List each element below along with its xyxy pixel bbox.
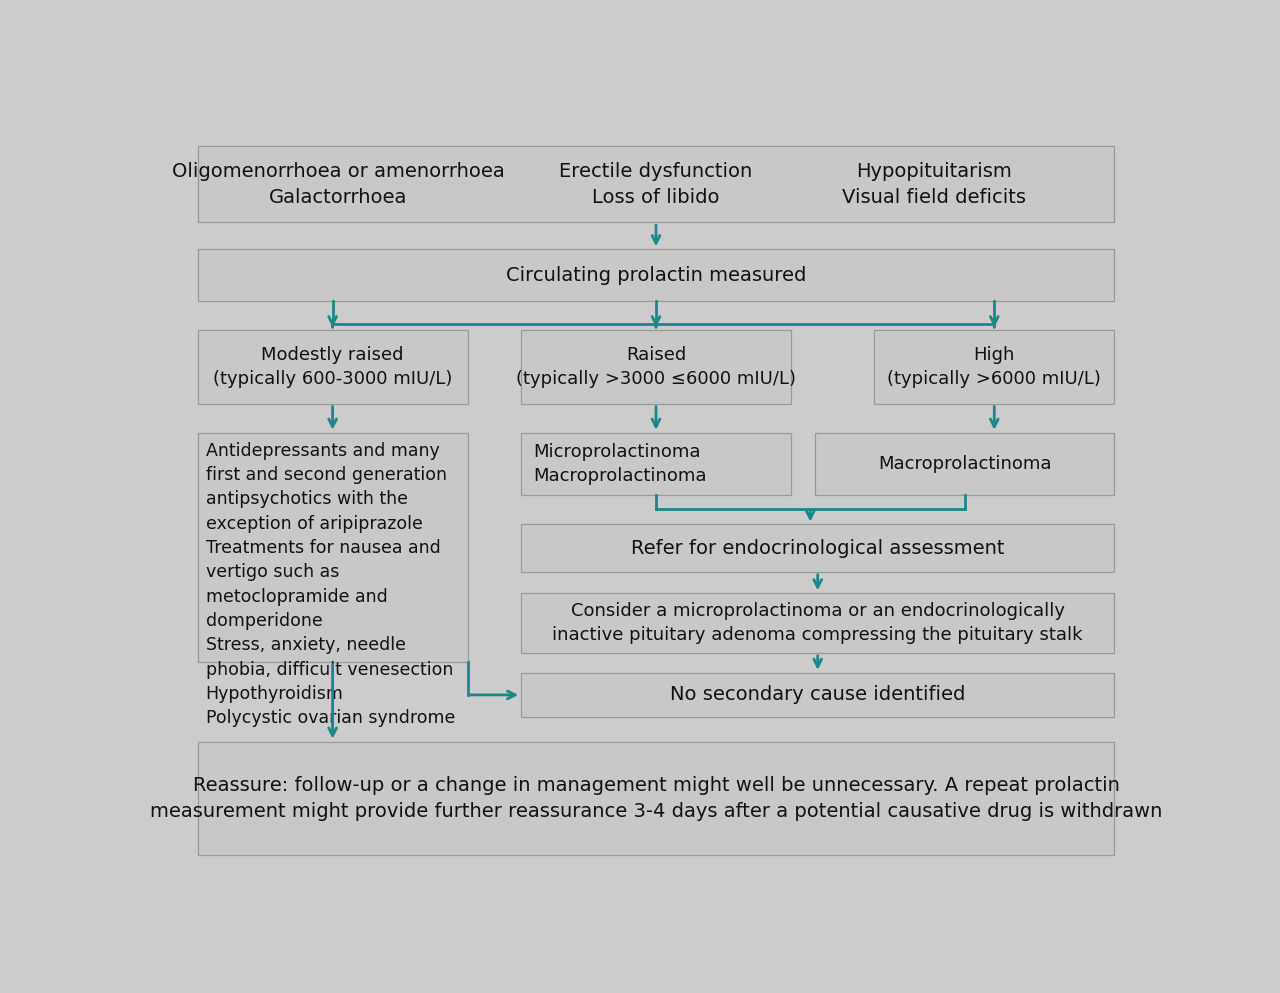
FancyBboxPatch shape: [197, 433, 467, 662]
FancyBboxPatch shape: [197, 146, 1115, 222]
Text: Oligomenorrhoea or amenorrhoea
Galactorrhoea: Oligomenorrhoea or amenorrhoea Galactorr…: [173, 162, 504, 207]
FancyBboxPatch shape: [874, 331, 1115, 403]
FancyBboxPatch shape: [521, 331, 791, 403]
Text: Modestly raised
(typically 600-3000 mIU/L): Modestly raised (typically 600-3000 mIU/…: [212, 346, 452, 388]
FancyBboxPatch shape: [521, 524, 1115, 572]
FancyBboxPatch shape: [197, 249, 1115, 301]
FancyBboxPatch shape: [521, 433, 791, 496]
Text: High
(typically >6000 mIU/L): High (typically >6000 mIU/L): [887, 346, 1101, 388]
Text: Refer for endocrinological assessment: Refer for endocrinological assessment: [631, 538, 1005, 558]
Text: Hypopituitarism
Visual field deficits: Hypopituitarism Visual field deficits: [842, 162, 1025, 207]
Text: No secondary cause identified: No secondary cause identified: [669, 685, 965, 704]
FancyBboxPatch shape: [521, 672, 1115, 717]
FancyBboxPatch shape: [521, 593, 1115, 652]
Text: Microprolactinoma
Macroprolactinoma: Microprolactinoma Macroprolactinoma: [532, 443, 707, 486]
FancyBboxPatch shape: [197, 742, 1115, 855]
Text: Consider a microprolactinoma or an endocrinologically
inactive pituitary adenoma: Consider a microprolactinoma or an endoc…: [553, 602, 1083, 644]
Text: Circulating prolactin measured: Circulating prolactin measured: [506, 266, 806, 285]
Text: Antidepressants and many
first and second generation
antipsychotics with the
exc: Antidepressants and many first and secon…: [206, 442, 454, 727]
FancyBboxPatch shape: [815, 433, 1115, 496]
FancyBboxPatch shape: [197, 331, 467, 403]
Text: Macroprolactinoma: Macroprolactinoma: [878, 455, 1051, 473]
Text: Erectile dysfunction
Loss of libido: Erectile dysfunction Loss of libido: [559, 162, 753, 207]
Text: Reassure: follow-up or a change in management might well be unnecessary. A repea: Reassure: follow-up or a change in manag…: [150, 776, 1162, 820]
Text: Raised
(typically >3000 ≤6000 mIU/L): Raised (typically >3000 ≤6000 mIU/L): [516, 346, 796, 388]
